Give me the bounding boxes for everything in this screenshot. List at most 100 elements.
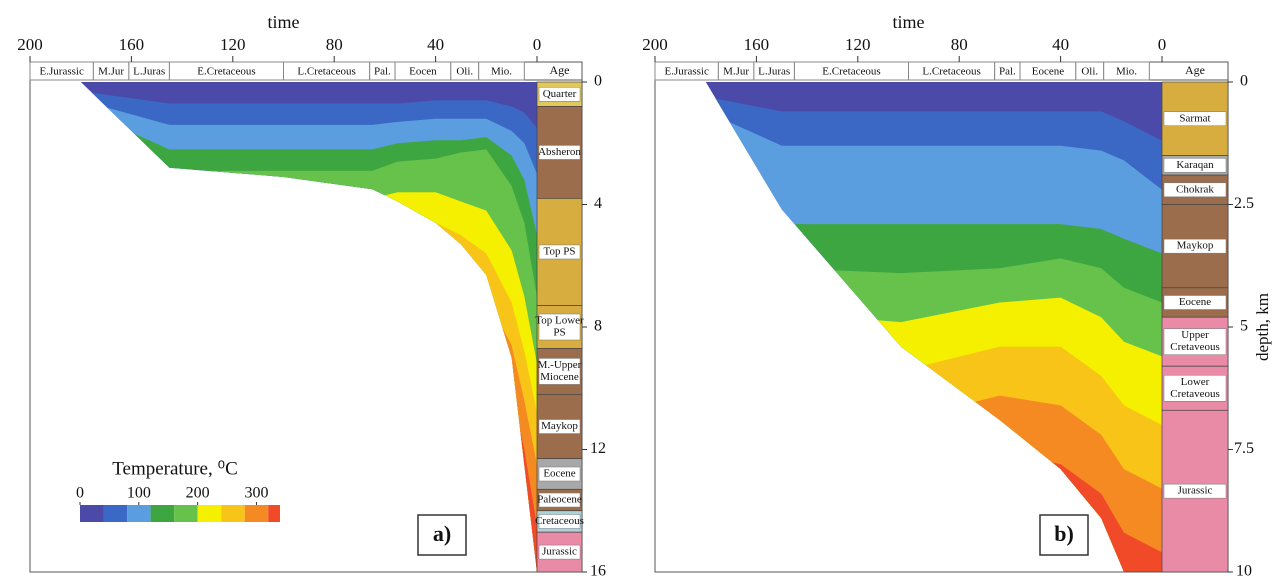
unit-label-bg (538, 87, 581, 102)
period-label: Pal. (999, 66, 1016, 78)
x-tick-label: 0 (1158, 35, 1167, 54)
legend-swatch (268, 505, 280, 522)
y-tick-label: 12 (590, 440, 606, 457)
period-box (1103, 61, 1150, 81)
unit-label-bg (1163, 182, 1227, 198)
unit-label: Upper (1181, 329, 1209, 341)
legend-swatch (127, 505, 151, 522)
unit-label-bg (538, 358, 581, 385)
panel-label-box (417, 514, 467, 556)
y-tick-label: 0 (1240, 73, 1248, 90)
unit-label-bg (538, 492, 581, 508)
legend-tick-label: 300 (244, 485, 268, 502)
legend-tick-label: 0 (76, 485, 84, 502)
y-axis-title: depth, km (1253, 293, 1272, 361)
period-label: E.Jurassic (665, 66, 709, 78)
period-label: E.Cretaceous (197, 66, 255, 78)
period-box (478, 61, 525, 81)
unit-label: Paleocene (537, 494, 582, 506)
unit-label-bg (1163, 328, 1227, 355)
period-label: L.Juras (133, 66, 165, 78)
period-label: Oli. (456, 66, 473, 78)
unit-label-bg (1163, 295, 1227, 310)
unit-label: Miocene (540, 371, 579, 383)
period-label: Eocen (409, 66, 437, 78)
y-tick-label: 2.5 (1234, 195, 1254, 212)
unit-label: Eocene (1179, 296, 1211, 308)
x-tick-label: 40 (427, 35, 444, 54)
unit-label-bg (1163, 483, 1227, 499)
y-tick-label: 7.5 (1234, 440, 1254, 457)
period-label: M.Jur (98, 66, 124, 78)
legend-title: Temperature, ⁰C (112, 458, 238, 479)
legend-swatch (150, 505, 175, 522)
unit-label-bg (538, 514, 581, 529)
x-tick-label: 120 (220, 35, 246, 54)
unit-label: M.-Upper (538, 359, 582, 371)
legend-swatch (80, 505, 104, 522)
x-tick-label: 0 (533, 35, 542, 54)
legend-swatch (197, 505, 222, 522)
y-tick-label: 5 (1240, 318, 1248, 335)
isotherm-band (80, 118, 537, 572)
unit-label-bg (538, 419, 581, 434)
y-tick-label: 16 (590, 563, 606, 580)
period-label: L.Cretaceous (922, 66, 980, 78)
unit-label-bg (1163, 375, 1227, 402)
x-tick-label: 80 (326, 35, 343, 54)
unit-label-bg (1163, 238, 1227, 254)
unit-label: Maykop (1177, 240, 1214, 252)
unit-label: Jurassic (1178, 485, 1213, 497)
unit-label: Top Lower (535, 315, 584, 327)
unit-label: PS (553, 327, 565, 339)
x-tick-label: 200 (17, 35, 43, 54)
column-title: Age (550, 63, 570, 77)
y-tick-label: 4 (594, 195, 602, 212)
panel-label: b) (1054, 521, 1074, 546)
y-tick-label: 10 (1236, 563, 1252, 580)
legend-swatch (103, 505, 128, 522)
unit-label-bg (1163, 158, 1227, 173)
unit-label: Cretaceous (535, 515, 584, 527)
x-tick-label: 160 (119, 35, 145, 54)
y-tick-label: 0 (594, 73, 602, 90)
unit-label: Quarter (543, 88, 577, 100)
legend-swatch (244, 505, 269, 522)
panel-label-box (1039, 514, 1089, 556)
x-tick-label: 120 (845, 35, 871, 54)
unit-label: Absheron (538, 146, 581, 158)
period-label: Pal. (374, 66, 391, 78)
period-label: Oli. (1081, 66, 1098, 78)
period-label: L.Cretaceous (297, 66, 355, 78)
x-tick-label: 200 (642, 35, 668, 54)
period-label: E.Jurassic (40, 66, 84, 78)
unit-label: Karaqan (1176, 159, 1214, 171)
period-label: Mio. (491, 66, 512, 78)
unit-label-bg (538, 145, 581, 160)
unit-label: Eocene (543, 468, 575, 480)
unit-label-bg (538, 466, 581, 482)
temperature-field (705, 82, 1162, 572)
x-axis-title: time (893, 12, 925, 32)
panel-label: a) (433, 521, 451, 546)
unit-label: Sarmat (1179, 112, 1210, 124)
period-label: L.Juras (758, 66, 790, 78)
unit-label-bg (1163, 111, 1227, 126)
unit-label: Lower (1181, 376, 1210, 388)
unit-label-bg (538, 544, 581, 560)
legend-swatch (174, 505, 198, 522)
unit-label: Chokrak (1176, 183, 1214, 195)
unit-label: Top PS (544, 246, 576, 258)
y-tick-label: 8 (594, 318, 602, 335)
legend-swatch (221, 505, 245, 522)
period-label: Eocene (1032, 66, 1064, 78)
unit-label: Jurassic (542, 546, 577, 558)
column-title: Age (1185, 63, 1205, 77)
unit-label-bg (538, 244, 581, 260)
period-label: M.Jur (723, 66, 749, 78)
unit-label: Cretaveous (1170, 341, 1219, 353)
x-tick-label: 40 (1052, 35, 1069, 54)
x-tick-label: 160 (744, 35, 770, 54)
period-label: E.Cretaceous (822, 66, 880, 78)
